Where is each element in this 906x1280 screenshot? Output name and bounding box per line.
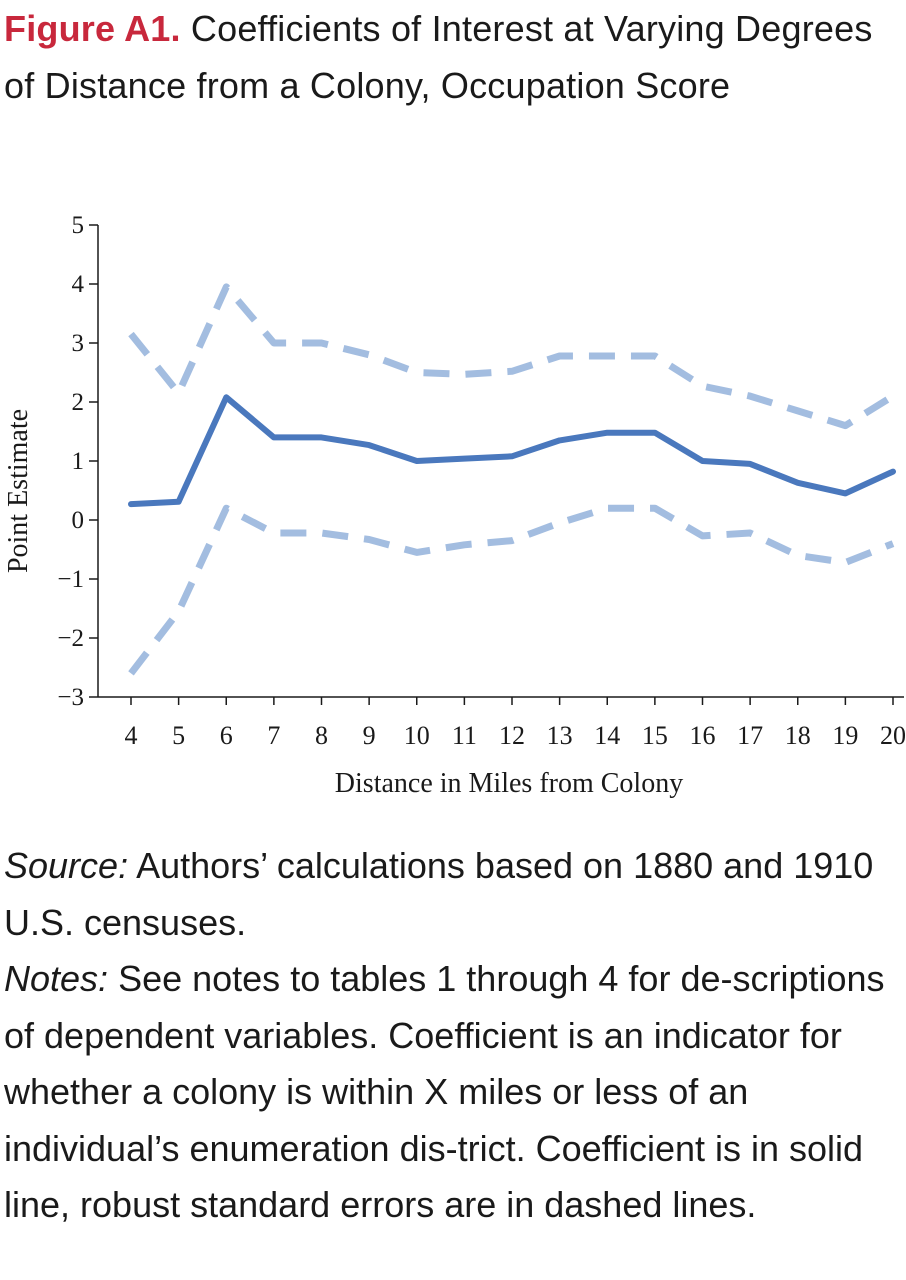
- y-tick-label: −1: [57, 566, 84, 593]
- x-tick-label: 8: [315, 721, 328, 750]
- y-tick-label: −2: [57, 625, 84, 652]
- x-axis-title: Distance in Miles from Colony: [335, 768, 683, 799]
- y-tick-label: 2: [72, 389, 85, 416]
- x-tick-label: 17: [737, 721, 763, 750]
- x-tick-label: 9: [363, 721, 376, 750]
- y-tick-label: 1: [72, 448, 85, 475]
- x-tick-label: 12: [499, 721, 525, 750]
- lower-bound-line: [128, 504, 895, 676]
- x-tick-label: 19: [832, 721, 858, 750]
- notes-paragraph: Notes: See notes to tables 1 through 4 f…: [4, 951, 894, 1234]
- x-tick-label: 10: [404, 721, 430, 750]
- chart-axes: [89, 224, 904, 705]
- x-tick-label: 13: [547, 721, 573, 750]
- x-tick-label: 5: [172, 721, 185, 750]
- y-tick-label: 0: [72, 507, 85, 534]
- source-text: Authors’ calculations based on 1880 and …: [4, 845, 874, 943]
- upper-bound-line: [128, 283, 895, 430]
- notes-text: See notes to tables 1 through 4 for de-s…: [4, 958, 885, 1225]
- source-note: Source: Authors’ calculations based on 1…: [4, 838, 894, 951]
- y-tick-label: 5: [72, 212, 85, 239]
- y-tick-label: 3: [72, 330, 85, 357]
- x-tick-label: 7: [267, 721, 280, 750]
- chart-series: [128, 283, 896, 676]
- x-tick-label: 14: [594, 721, 620, 750]
- figure-title-text: Coefficients of Interest at Varying Degr…: [4, 8, 873, 106]
- figure-label: Figure A1.: [4, 8, 181, 49]
- figure-notes: Source: Authors’ calculations based on 1…: [4, 838, 894, 1234]
- x-tick-label: 16: [690, 721, 716, 750]
- source-lead: Source:: [4, 845, 129, 886]
- x-tick-label: 20: [880, 721, 906, 750]
- x-tick-label: 4: [125, 721, 138, 750]
- y-axis-title: Point Estimate: [3, 409, 34, 573]
- figure-title: Figure A1. Coefficients of Interest at V…: [4, 0, 894, 114]
- notes-lead: Notes:: [4, 958, 109, 999]
- x-tick-label: 11: [452, 721, 477, 750]
- y-tick-label: 4: [72, 271, 85, 298]
- x-tick-label: 15: [642, 721, 668, 750]
- coefficient-line: [128, 394, 896, 508]
- y-tick-label: −3: [57, 684, 84, 711]
- x-tick-label: 18: [785, 721, 811, 750]
- x-tick-label: 6: [220, 721, 233, 750]
